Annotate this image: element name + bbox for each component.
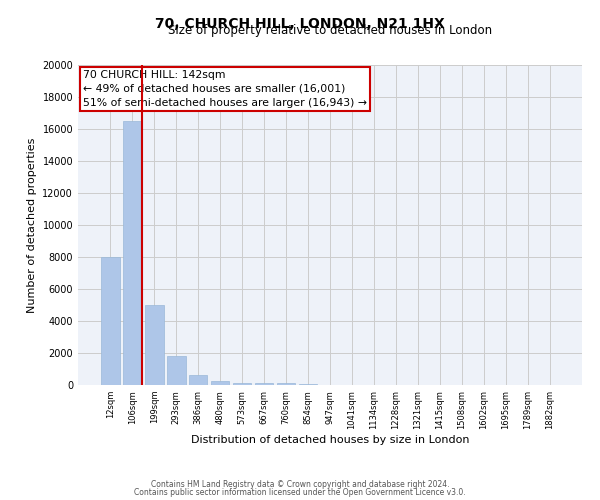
Bar <box>211 381 229 385</box>
Bar <box>145 305 164 385</box>
Bar <box>299 384 317 385</box>
Bar <box>101 257 119 385</box>
Title: Size of property relative to detached houses in London: Size of property relative to detached ho… <box>168 24 492 38</box>
Text: Contains HM Land Registry data © Crown copyright and database right 2024.: Contains HM Land Registry data © Crown c… <box>151 480 449 489</box>
Bar <box>233 382 251 385</box>
Bar <box>123 121 142 385</box>
Bar <box>277 384 295 385</box>
Bar <box>167 356 185 385</box>
X-axis label: Distribution of detached houses by size in London: Distribution of detached houses by size … <box>191 434 469 444</box>
Text: Contains public sector information licensed under the Open Government Licence v3: Contains public sector information licen… <box>134 488 466 497</box>
Text: 70, CHURCH HILL, LONDON, N21 1HX: 70, CHURCH HILL, LONDON, N21 1HX <box>155 18 445 32</box>
Bar <box>255 384 274 385</box>
Y-axis label: Number of detached properties: Number of detached properties <box>27 138 37 312</box>
Bar <box>189 376 208 385</box>
Text: 70 CHURCH HILL: 142sqm
← 49% of detached houses are smaller (16,001)
51% of semi: 70 CHURCH HILL: 142sqm ← 49% of detached… <box>83 70 367 108</box>
